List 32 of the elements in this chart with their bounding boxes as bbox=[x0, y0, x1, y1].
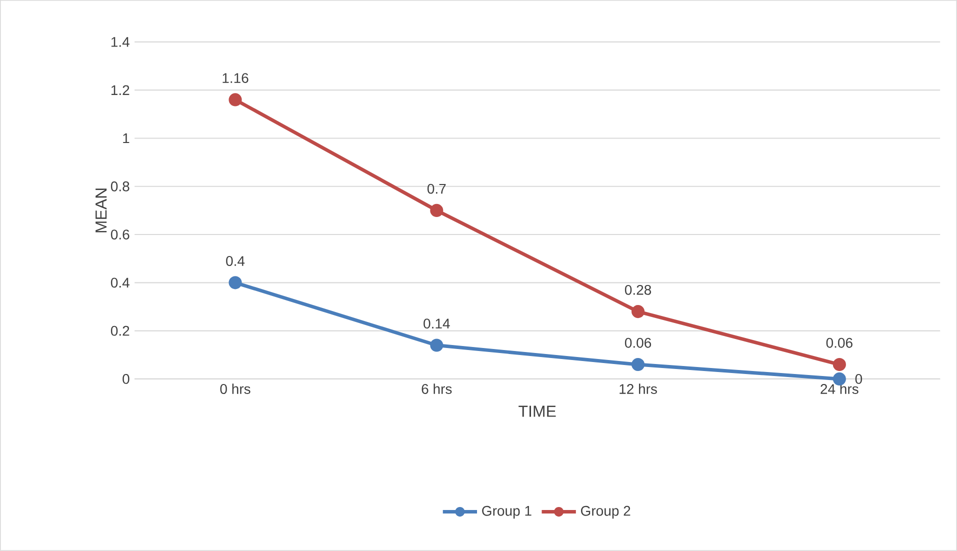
x-tick-label: 12 hrs bbox=[620, 384, 657, 394]
point bbox=[832, 358, 846, 372]
point bbox=[430, 204, 444, 218]
y-tick-label: 1.2 bbox=[111, 85, 130, 96]
y-axis-title: MEAN bbox=[96, 188, 107, 232]
data-label: 0.4 bbox=[226, 256, 245, 266]
y-tick-label: 0.8 bbox=[110, 181, 130, 192]
data-label: 0.7 bbox=[427, 184, 446, 194]
point bbox=[632, 358, 645, 372]
point bbox=[430, 338, 444, 352]
x-tick-label: 6 hrs bbox=[422, 384, 452, 394]
point bbox=[832, 372, 846, 386]
data-label: 0 bbox=[855, 374, 862, 384]
data-label: 0.14 bbox=[424, 318, 450, 329]
data-label: 0.06 bbox=[826, 338, 852, 348]
x-tick-label: 24 hrs bbox=[820, 384, 858, 394]
x-tick-label: 0 hrs bbox=[220, 384, 250, 394]
data-label: 0.06 bbox=[624, 338, 652, 348]
y-tick-label: 0.4 bbox=[110, 278, 130, 288]
y-tick-label: 0 bbox=[122, 374, 130, 384]
legend-label: Group 2 bbox=[581, 506, 630, 519]
point bbox=[632, 305, 645, 318]
y-tick-label: 1.4 bbox=[111, 37, 130, 47]
point bbox=[228, 93, 242, 106]
point bbox=[228, 276, 242, 290]
y-tick-label: 0.6 bbox=[110, 230, 130, 240]
data-label: 0.28 bbox=[624, 285, 652, 295]
y-tick-label: 0.2 bbox=[110, 326, 130, 336]
legend-label: Group 1 bbox=[482, 506, 532, 519]
x-axis-title: TIME bbox=[518, 406, 556, 417]
data-label: 1.16 bbox=[222, 73, 248, 84]
y-tick-label: 1 bbox=[123, 133, 130, 144]
